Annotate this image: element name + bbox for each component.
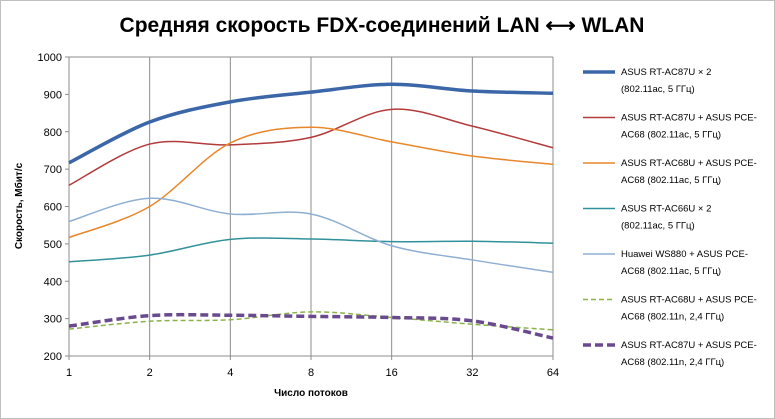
legend-label: ASUS RT-AC87U + ASUS PCE-	[621, 113, 757, 124]
legend-label: AC68 (802.11n, 2,4 ГГц)	[621, 357, 724, 368]
axes: 200 300 400 500 600 700 800 900 1000 1 2 4 8 16 32 64	[38, 52, 560, 379]
legend-label: AC68 (802.11n, 2,4 ГГц)	[621, 312, 724, 323]
chart-title: Средняя скорость FDX-соединений LAN ⟷ WL…	[120, 14, 645, 37]
legend-label: AC68 (802.11ac, 5 ГГц)	[621, 130, 721, 141]
legend-label: ASUS RT-AC66U × 2	[621, 204, 711, 215]
legend-label: AC68 (802.11ac, 5 ГГц)	[621, 266, 721, 277]
x-tick-label: 4	[227, 367, 233, 379]
legend-label: ASUS RT-AC68U + ASUS PCE-	[621, 295, 757, 306]
x-axis-label: Число потоков	[274, 388, 348, 399]
series-line-5	[68, 197, 554, 274]
x-tick-label: 1	[66, 367, 72, 379]
y-tick-label: 900	[44, 89, 62, 101]
x-tick-label: 64	[547, 367, 559, 379]
legend-label: ASUS RT-AC68U + ASUS PCE-	[621, 158, 757, 169]
series-line-7	[68, 312, 554, 340]
y-tick-label: 300	[44, 314, 62, 326]
series-line-2	[68, 108, 554, 186]
y-tick-label: 500	[44, 239, 62, 251]
y-axis-label: Скорость, Мбит/с	[13, 162, 25, 249]
legend: ASUS RT-AC87U × 2 (802.11ac, 5 ГГц) ASUS R…	[583, 67, 757, 368]
y-tick-label: 700	[44, 164, 62, 176]
x-tick-label: 2	[147, 367, 153, 379]
legend-label: (802.11ac, 5 ГГц)	[621, 221, 695, 232]
x-tick-label: 8	[308, 367, 314, 379]
legend-label: (802.11ac, 5 ГГц)	[621, 84, 695, 95]
series-line-3	[68, 126, 554, 239]
series-group	[68, 82, 554, 340]
legend-label: AC68 (802.11ac, 5 ГГц)	[621, 175, 721, 186]
y-tick-label: 1000	[38, 52, 62, 64]
x-tick-label: 16	[386, 367, 398, 379]
y-tick-label: 600	[44, 202, 62, 214]
y-tick-label: 200	[44, 351, 62, 363]
series-line-4	[68, 237, 554, 263]
series-line-6	[68, 311, 554, 331]
y-tick-label: 800	[44, 127, 62, 139]
legend-label: ASUS RT-AC87U + ASUS PCE-	[621, 340, 757, 351]
x-tick-label: 32	[466, 367, 478, 379]
series-line-1	[68, 82, 554, 165]
y-tick-label: 400	[44, 276, 62, 288]
grid	[149, 57, 554, 356]
legend-label: ASUS RT-AC87U × 2	[621, 67, 711, 78]
legend-label: Huawei WS880 + ASUS PCE-	[621, 249, 748, 260]
